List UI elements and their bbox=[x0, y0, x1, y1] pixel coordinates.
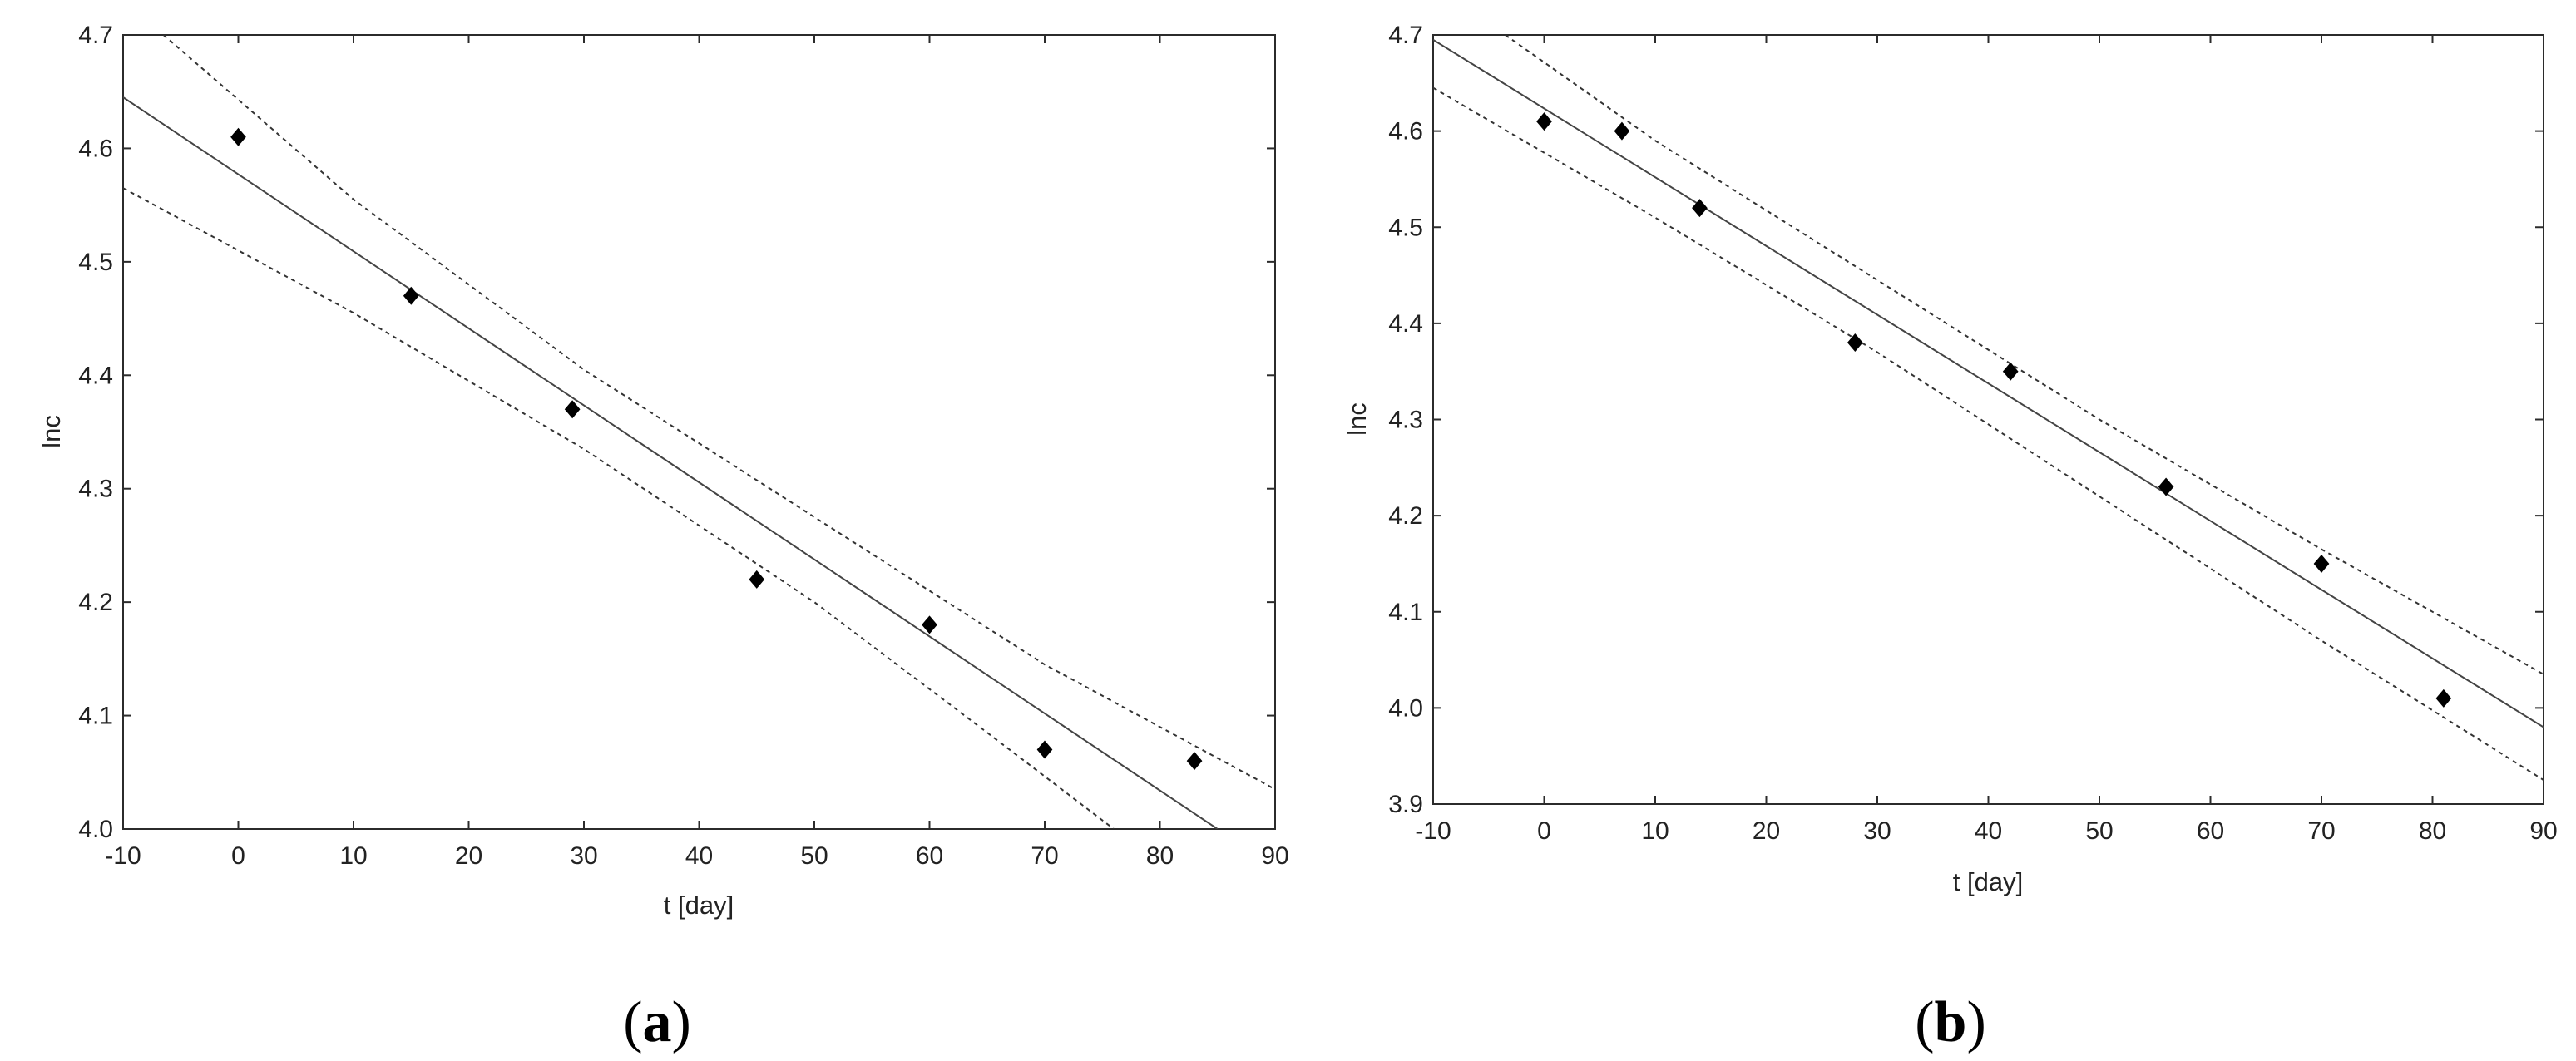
x-tick-label: -10 bbox=[1415, 817, 1451, 845]
x-tick-label: 10 bbox=[339, 842, 367, 870]
x-axis-label-a: t [day] bbox=[664, 891, 734, 920]
regression-line bbox=[1433, 38, 2544, 728]
lower-confidence-band bbox=[1433, 86, 2544, 781]
chart-panel-b: -10 0 10 20 30 40 50 60 70 80 90 3.9 4.0 4.1 4.2 4.3 4.… bbox=[1342, 22, 2558, 1054]
x-tick-label: 50 bbox=[800, 842, 828, 870]
upper-confidence-band bbox=[1505, 35, 2544, 675]
x-tick-label: 40 bbox=[1975, 817, 2002, 845]
plot-frame-b bbox=[1432, 34, 2544, 805]
y-tick-label: 4.5 bbox=[1388, 214, 1423, 241]
data-point bbox=[922, 615, 937, 634]
y-ticks-b: 3.9 4.0 4.1 4.2 4.3 4.4 4.5 4.6 4.7 bbox=[1388, 22, 2544, 818]
data-point bbox=[403, 286, 419, 305]
y-tick-label: 4.3 bbox=[78, 476, 113, 503]
x-ticks-b: -10 0 10 20 30 40 50 60 70 80 90 bbox=[1415, 35, 2558, 845]
x-tick-label: 60 bbox=[916, 842, 943, 870]
y-axis-label-b: lnc bbox=[1342, 402, 1372, 436]
data-point bbox=[2435, 688, 2452, 708]
regression-line bbox=[123, 96, 1219, 829]
fit-line-a bbox=[123, 96, 1219, 829]
data-point bbox=[2002, 362, 2019, 381]
upper-confidence-band bbox=[162, 35, 1275, 791]
data-points-b bbox=[1536, 112, 2452, 708]
panel-label-a: (a) bbox=[623, 990, 691, 1054]
x-axis-label-b: t [day] bbox=[1953, 867, 2023, 896]
data-point bbox=[749, 570, 765, 589]
x-tick-label: 0 bbox=[231, 842, 245, 870]
x-tick-label: 90 bbox=[1261, 842, 1288, 870]
lower-confidence-band bbox=[123, 187, 1115, 829]
y-tick-label: 4.2 bbox=[78, 589, 113, 616]
panel-label-b: (b) bbox=[1915, 990, 1986, 1054]
data-points-a bbox=[230, 127, 1203, 771]
data-point bbox=[1036, 740, 1053, 759]
y-tick-label: 4.4 bbox=[78, 362, 113, 389]
x-tick-label: 80 bbox=[2419, 817, 2446, 845]
plot-frame-a bbox=[122, 34, 1276, 830]
confidence-bands-a bbox=[123, 35, 1275, 829]
data-point bbox=[1536, 112, 1552, 131]
y-tick-label: 4.5 bbox=[78, 249, 113, 276]
data-point bbox=[1692, 199, 1708, 218]
data-point bbox=[564, 400, 581, 419]
x-tick-label: 30 bbox=[1863, 817, 1891, 845]
x-tick-label: 80 bbox=[1146, 842, 1174, 870]
x-tick-label: 30 bbox=[570, 842, 597, 870]
y-tick-label: 4.1 bbox=[1388, 599, 1423, 626]
x-tick-label: 50 bbox=[2085, 817, 2113, 845]
y-tick-label: 4.1 bbox=[78, 703, 113, 730]
y-tick-label: 4.7 bbox=[1388, 22, 1423, 49]
data-point bbox=[1614, 121, 1630, 141]
y-tick-label: 4.6 bbox=[78, 135, 113, 162]
data-point bbox=[1186, 752, 1203, 771]
x-tick-label: 70 bbox=[1031, 842, 1058, 870]
data-point bbox=[1847, 333, 1863, 352]
y-tick-label: 4.4 bbox=[1388, 310, 1423, 338]
y-axis-label-a: lnc bbox=[37, 415, 66, 448]
y-tick-label: 4.7 bbox=[78, 22, 113, 49]
x-tick-label: 0 bbox=[1537, 817, 1551, 845]
x-tick-label: -10 bbox=[105, 842, 141, 870]
x-tick-label: 20 bbox=[455, 842, 482, 870]
x-tick-label: 40 bbox=[685, 842, 713, 870]
panel-letter-a: a bbox=[643, 990, 672, 1054]
y-tick-label: 4.3 bbox=[1388, 407, 1423, 434]
y-tick-label: 3.9 bbox=[1388, 791, 1423, 818]
x-tick-label: 60 bbox=[2197, 817, 2224, 845]
data-point bbox=[2313, 554, 2330, 573]
x-tick-label: 20 bbox=[1753, 817, 1780, 845]
y-tick-label: 4.0 bbox=[1388, 694, 1423, 722]
x-ticks-a: -10 0 10 20 30 40 50 60 70 80 90 bbox=[105, 35, 1289, 870]
chart-panel-a: -10 0 10 20 30 40 50 60 70 80 90 4.04.14.24.34.44.… bbox=[37, 22, 1289, 1054]
confidence-bands-b bbox=[1433, 35, 2544, 781]
y-ticks-a: 4.0 4.1 4.2 4.3 4.4 4.5 4.6 4.7 bbox=[78, 22, 1275, 843]
x-tick-label: 70 bbox=[2307, 817, 2335, 845]
data-point bbox=[2158, 477, 2174, 496]
y-tick-label: 4.0 bbox=[78, 816, 113, 843]
y-tick-label: 4.2 bbox=[1388, 502, 1423, 530]
panel-letter-b: b bbox=[1935, 990, 1967, 1054]
y-tick-label: 4.6 bbox=[1388, 118, 1423, 146]
x-tick-label: 10 bbox=[1641, 817, 1669, 845]
x-tick-label: 90 bbox=[2529, 817, 2557, 845]
fit-line-b bbox=[1433, 38, 2544, 728]
data-point bbox=[230, 127, 246, 146]
